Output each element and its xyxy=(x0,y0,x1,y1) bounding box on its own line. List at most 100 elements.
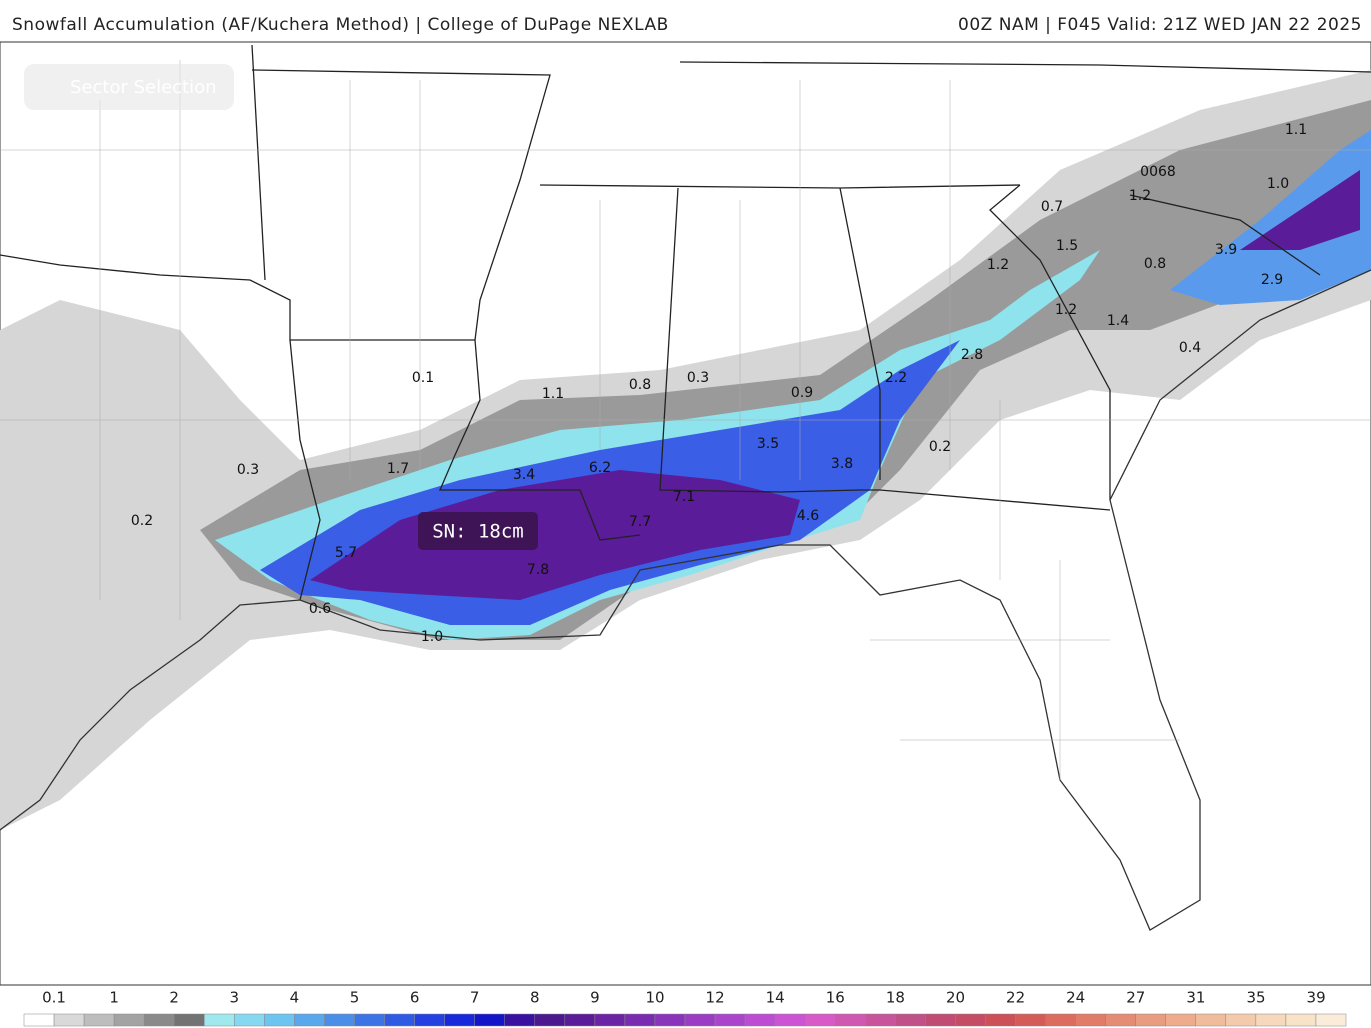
map-value-label: 1.7 xyxy=(387,461,409,477)
map-value-label: 3.9 xyxy=(1215,242,1237,258)
map-value-label: 0.2 xyxy=(929,439,951,455)
legend-label: 4 xyxy=(290,989,300,1007)
map-value-label: 7.8 xyxy=(527,562,549,578)
legend-label: 9 xyxy=(590,989,600,1007)
legend-label: 31 xyxy=(1186,989,1205,1007)
map-value-label: 0.3 xyxy=(687,370,709,386)
legend: 0.1 1 2 3 4 5 6 7 8 9 10 12 14 16 18 20 22 24 27 31 35 39 xyxy=(23,989,1347,1027)
snow-blue-ne xyxy=(1170,130,1371,305)
map-value-label: 2.8 xyxy=(961,347,983,363)
legend-swatch xyxy=(955,1013,986,1027)
legend-swatch xyxy=(1075,1013,1106,1027)
map-value-label: 0.3 xyxy=(237,462,259,478)
legend-swatch xyxy=(865,1013,896,1027)
legend-swatch xyxy=(1195,1013,1227,1027)
legend-label: 16 xyxy=(826,989,845,1007)
legend-label: 22 xyxy=(1006,989,1025,1007)
legend-label: 35 xyxy=(1246,989,1265,1007)
legend-swatch xyxy=(744,1013,776,1027)
map-value-label: 1.0 xyxy=(1267,176,1289,192)
map-value-label: 1.2 xyxy=(1129,188,1151,204)
legend-swatch xyxy=(173,1013,205,1027)
legend-label: 1 xyxy=(109,989,119,1007)
map-value-label: 1.1 xyxy=(1285,122,1307,138)
legend-swatch xyxy=(504,1013,536,1027)
map-labels: 0.1 1.1 0.8 0.3 0.9 2.2 2.8 1.2 0.7 1.5 1.2 0068 1.1… xyxy=(131,122,1307,645)
legend-swatch xyxy=(774,1013,806,1027)
legend-swatch xyxy=(234,1013,265,1027)
legend-swatch xyxy=(1225,1013,1257,1027)
map-value-label: 1.2 xyxy=(1055,302,1077,318)
map-value-label: 0.8 xyxy=(1144,256,1166,272)
legend-label: 24 xyxy=(1066,989,1085,1007)
legend-swatch xyxy=(23,1013,55,1027)
legend-swatch xyxy=(474,1013,505,1027)
legend-swatch xyxy=(654,1013,686,1027)
map-value-label: 0.9 xyxy=(791,385,813,401)
legend-swatch xyxy=(384,1013,415,1027)
legend-label: 0.1 xyxy=(42,989,66,1007)
map-value-label: 5.7 xyxy=(335,545,357,561)
legend-swatch xyxy=(264,1013,295,1027)
map-value-label: 2.2 xyxy=(885,370,907,386)
map-value-label: 7.1 xyxy=(673,489,695,505)
legend-swatch xyxy=(1165,1013,1197,1027)
legend-swatch xyxy=(925,1013,956,1027)
legend-swatch xyxy=(684,1013,716,1027)
legend-label: 20 xyxy=(946,989,965,1007)
legend-label: 2 xyxy=(169,989,179,1007)
header-run: 00Z NAM | F045 Valid: 21Z WED JAN 22 202… xyxy=(958,15,1362,35)
legend-label: 3 xyxy=(230,989,240,1007)
legend-label: 7 xyxy=(470,989,480,1007)
legend-label: 10 xyxy=(645,989,664,1007)
legend-swatch xyxy=(714,1013,746,1027)
legend-swatch xyxy=(1015,1013,1046,1027)
tooltip-text: SN: 18cm xyxy=(432,521,524,543)
legend-label: 18 xyxy=(886,989,905,1007)
map-value-label: 3.4 xyxy=(513,467,535,483)
state-line xyxy=(659,184,1321,511)
legend-swatch xyxy=(1285,1013,1317,1027)
legend-swatch xyxy=(294,1013,325,1027)
legend-swatch xyxy=(804,1013,836,1027)
state-line xyxy=(251,44,321,601)
sector-button[interactable] xyxy=(24,64,234,110)
map-value-label: 1.5 xyxy=(1056,238,1078,254)
legend-label: 6 xyxy=(410,989,420,1007)
map-value-label: 0.4 xyxy=(1179,340,1201,356)
map-value-label: 1.2 xyxy=(987,257,1009,273)
snow-purple xyxy=(310,470,800,600)
legend-swatch xyxy=(1135,1013,1166,1027)
legend-swatch xyxy=(1315,1013,1347,1027)
legend-swatch xyxy=(594,1013,626,1027)
snow-purple-ne xyxy=(1240,170,1360,250)
legend-label: 27 xyxy=(1126,989,1145,1007)
legend-swatch xyxy=(444,1013,475,1027)
legend-swatch xyxy=(354,1013,385,1027)
map-value-label: 3.5 xyxy=(757,436,779,452)
legend-swatch xyxy=(83,1013,115,1027)
map-value-label: 1.4 xyxy=(1107,313,1129,329)
legend-swatch xyxy=(143,1013,175,1027)
legend-swatch xyxy=(324,1013,355,1027)
legend-label: 39 xyxy=(1307,989,1326,1007)
map-value-label: 0.8 xyxy=(629,377,651,393)
sector-button-label[interactable]: Sector Selection xyxy=(70,77,217,98)
legend-swatch xyxy=(534,1013,566,1027)
map-value-label: 0068 xyxy=(1140,164,1176,180)
legend-label: 5 xyxy=(350,989,360,1007)
legend-swatch xyxy=(564,1013,596,1027)
legend-swatch xyxy=(53,1013,85,1027)
map-value-label: 4.6 xyxy=(797,508,819,524)
legend-swatch xyxy=(985,1013,1016,1027)
legend-swatch xyxy=(414,1013,445,1027)
map-value-label: 3.8 xyxy=(831,456,853,472)
map-value-label: 1.0 xyxy=(421,629,443,645)
coastline xyxy=(0,269,1371,931)
legend-swatch xyxy=(1255,1013,1287,1027)
map-value-label: 6.2 xyxy=(589,460,611,476)
boundaries xyxy=(0,44,1371,931)
map-value-label: 0.1 xyxy=(412,370,434,386)
county-lines xyxy=(0,60,1371,780)
